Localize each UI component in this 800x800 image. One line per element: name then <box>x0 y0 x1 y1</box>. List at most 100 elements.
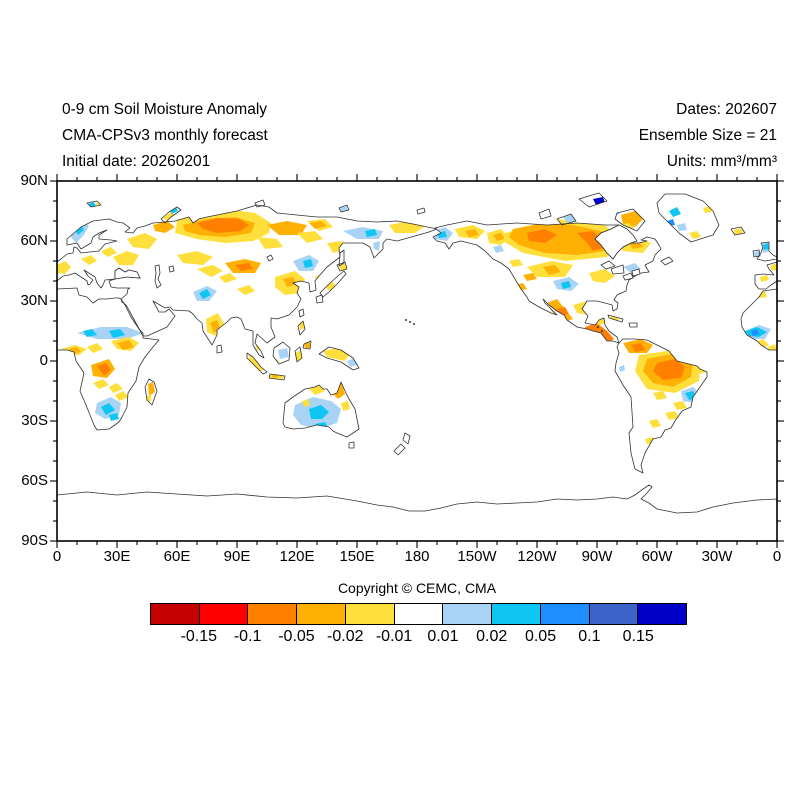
anomaly-patch <box>93 379 109 389</box>
model-subtitle: CMA-CPSv3 monthly forecast <box>62 127 268 144</box>
anomaly-patch <box>631 343 645 352</box>
lat-tick-label: 60S <box>21 472 48 489</box>
initial-date: Initial date: 20260201 <box>62 153 211 170</box>
copyright-text: Copyright © CEMC, CMA <box>337 580 497 596</box>
plot-title: 0-9 cm Soil Moisture Anomaly <box>62 101 268 118</box>
map-frame <box>56 180 778 542</box>
anomaly-patch <box>113 251 139 265</box>
anomaly-patch <box>653 359 685 380</box>
map-inner <box>56 192 778 514</box>
anomaly-patch <box>610 316 619 321</box>
anomaly-patch <box>283 277 297 287</box>
anomaly-patch <box>581 207 593 215</box>
anomaly-patch <box>75 225 84 235</box>
anomaly-patch <box>267 221 307 235</box>
anomaly-patch <box>751 329 759 336</box>
small-islands <box>405 319 603 332</box>
lon-tick-label: 30E <box>103 548 131 565</box>
lon-tick-label: 90W <box>581 548 613 565</box>
antarctica-coastline <box>56 484 778 514</box>
colorbar-tick-label: -0.1 <box>233 628 262 645</box>
anomaly-patch <box>309 221 327 229</box>
title-block-right: Dates: 202607 Ensemble Size = 21 Units: … <box>639 97 777 175</box>
lat-tick-label: 30S <box>21 412 48 429</box>
anomaly-patch <box>577 231 601 245</box>
colorbar-segment <box>296 604 345 624</box>
anomaly-patch <box>257 237 283 249</box>
anomaly-patch <box>148 382 155 396</box>
colorbar-segment <box>588 604 638 624</box>
lon-tick-label: 120E <box>279 548 315 565</box>
anomaly-patch <box>653 391 667 400</box>
colorbar-tick-label: 0.02 <box>476 628 508 645</box>
anomaly-patch <box>219 273 237 283</box>
anomaly-patch <box>177 251 213 265</box>
anomaly-patch <box>669 207 681 217</box>
colorbar-segment <box>151 604 199 624</box>
colorbar-segment <box>442 604 492 624</box>
colorbar-tick-label: 0.15 <box>622 628 654 645</box>
anomaly-patch <box>373 241 380 251</box>
lat-tick-label: 90S <box>21 532 48 549</box>
anomaly-patch <box>665 411 679 420</box>
anomaly-patch <box>561 281 571 289</box>
anomaly-patch <box>81 255 97 265</box>
lon-tick-label: 150E <box>339 548 375 565</box>
lat-tick-label: 60N <box>20 232 48 249</box>
anomaly-patch <box>760 275 769 282</box>
units: Units: mm³/mm³ <box>666 153 777 170</box>
anomaly-patch <box>271 318 281 331</box>
anomaly-patch <box>97 363 111 376</box>
anomaly-patch <box>734 228 743 235</box>
anomaly-patch <box>673 401 687 410</box>
anomaly-patch <box>609 207 619 215</box>
anomaly-patch <box>197 218 249 233</box>
colorbar-tick-label: 0.1 <box>578 628 601 645</box>
anomaly-patch <box>147 394 151 402</box>
anomaly-patch <box>649 419 661 428</box>
anomaly-patch <box>249 355 265 372</box>
anomaly-patch <box>341 401 350 411</box>
lakes <box>114 224 641 289</box>
colorbar-segment <box>539 604 589 624</box>
anomaly-patch <box>509 223 613 255</box>
anomaly-patch <box>465 229 479 237</box>
anomaly-patch <box>278 348 289 359</box>
anomaly-patch <box>677 223 687 231</box>
anomaly-patch <box>763 243 769 250</box>
anomaly-patch <box>170 207 178 214</box>
lon-tick-label: 0 <box>772 548 782 565</box>
lat-tick-label: 0 <box>39 352 48 369</box>
anomaly-patch <box>297 231 323 243</box>
lon-tick-label: 60E <box>163 548 191 565</box>
colorbar-segment <box>491 604 540 624</box>
anomaly-patch <box>77 327 143 339</box>
anomaly-patch <box>493 245 504 253</box>
lon-tick-label: 120W <box>517 548 557 565</box>
anomaly-patch <box>365 229 377 237</box>
anomaly-patch <box>771 263 777 271</box>
anomaly-patch <box>153 221 175 233</box>
lon-tick-label: 0 <box>52 548 62 565</box>
anomaly-patch <box>323 348 349 361</box>
anomaly-patch <box>237 285 255 295</box>
anomaly-patch <box>101 247 117 257</box>
anomaly-patch <box>523 273 537 281</box>
lon-tick-label: 30W <box>701 548 733 565</box>
anomaly-patch <box>199 289 211 299</box>
lat-tick-label: 90N <box>20 172 48 189</box>
anomaly-patch <box>109 413 119 421</box>
anomaly-patch <box>197 265 223 277</box>
lon-tick-label: 60W <box>641 548 673 565</box>
colorbar-tick-label: 0.05 <box>524 628 557 645</box>
forecast-dates: Dates: 202607 <box>676 101 777 118</box>
land-fill <box>57 194 777 473</box>
lon-tick-label: 90E <box>223 548 251 565</box>
colorbar-tick-label: 0.01 <box>427 628 459 645</box>
ensemble-size: Ensemble Size = 21 <box>638 127 777 144</box>
anomaly-patch <box>87 343 103 353</box>
colorbar <box>150 603 687 625</box>
lon-tick-label: 180 <box>404 548 430 565</box>
colorbar-tick-label: -0.01 <box>375 628 413 645</box>
